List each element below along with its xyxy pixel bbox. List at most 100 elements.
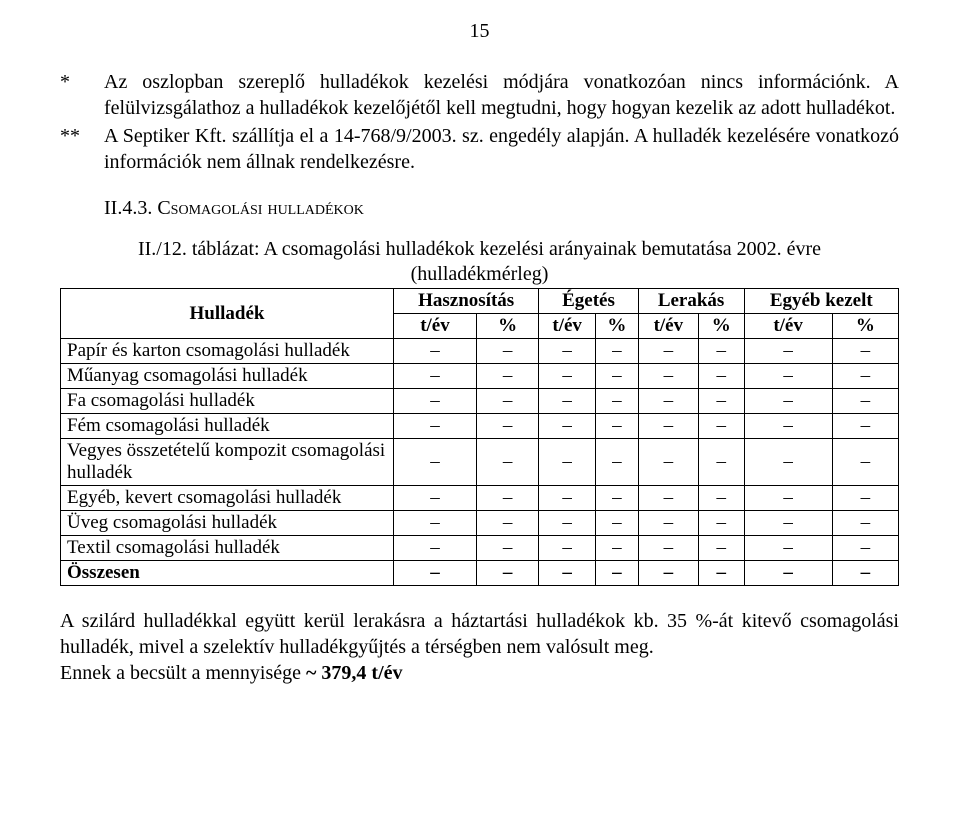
row-label: Műanyag csomagolási hulladék — [61, 364, 394, 389]
table-row: Egyéb, kevert csomagolási hulladék – – –… — [61, 486, 899, 511]
row-label: Papír és karton csomagolási hulladék — [61, 339, 394, 364]
section-heading: II.4.3. Csomagolási hulladékok — [104, 197, 899, 220]
cell: – — [699, 561, 744, 586]
after-p2-prefix: Ennek a becsült a mennyisége — [60, 662, 306, 684]
section-number: II.4.3. — [104, 197, 152, 219]
total-label: Összesen — [61, 561, 394, 586]
after-text: A szilárd hulladékkal együtt kerül lerak… — [60, 608, 899, 686]
cell: – — [476, 339, 538, 364]
cell: – — [476, 536, 538, 561]
cell: – — [539, 414, 596, 439]
row-label: Fa csomagolási hulladék — [61, 389, 394, 414]
col-sub-tev: t/év — [638, 314, 698, 339]
cell: – — [394, 439, 477, 486]
cell: – — [476, 389, 538, 414]
cell: – — [394, 536, 477, 561]
cell: – — [394, 561, 477, 586]
after-paragraph-2: Ennek a becsült a mennyisége ~ 379,4 t/é… — [60, 660, 899, 686]
cell: – — [638, 414, 698, 439]
cell: – — [394, 389, 477, 414]
cell: – — [539, 439, 596, 486]
cell: – — [638, 536, 698, 561]
cell: – — [744, 414, 832, 439]
col-group-egetes: Égetés — [539, 289, 638, 314]
table-row: Textil csomagolási hulladék – – – – – – … — [61, 536, 899, 561]
cell: – — [744, 486, 832, 511]
cell: – — [476, 439, 538, 486]
table-caption-line2: (hulladékmérleg) — [60, 263, 899, 286]
cell: – — [596, 536, 639, 561]
cell: – — [832, 414, 898, 439]
row-label: Vegyes összetételű kompozit csomagolási … — [61, 439, 394, 486]
cell: – — [832, 389, 898, 414]
cell: – — [476, 414, 538, 439]
cell: – — [638, 511, 698, 536]
table-header-row-1: Hulladék Hasznosítás Égetés Lerakás Egyé… — [61, 289, 899, 314]
cell: – — [638, 561, 698, 586]
cell: – — [699, 536, 744, 561]
row-label: Egyéb, kevert csomagolási hulladék — [61, 486, 394, 511]
table-total-row: Összesen – – – – – – – – — [61, 561, 899, 586]
note-text: Az oszlopban szereplő hulladékok kezelés… — [104, 69, 899, 121]
cell: – — [699, 389, 744, 414]
table-row: Fém csomagolási hulladék – – – – – – – – — [61, 414, 899, 439]
cell: – — [699, 414, 744, 439]
note-row: * Az oszlopban szereplő hulladékok kezel… — [60, 69, 899, 121]
cell: – — [539, 511, 596, 536]
cell: – — [539, 389, 596, 414]
cell: – — [596, 364, 639, 389]
col-sub-pct: % — [699, 314, 744, 339]
cell: – — [832, 511, 898, 536]
cell: – — [596, 339, 639, 364]
cell: – — [638, 389, 698, 414]
cell: – — [744, 511, 832, 536]
cell: – — [832, 364, 898, 389]
cell: – — [832, 536, 898, 561]
table-row: Vegyes összetételű kompozit csomagolási … — [61, 439, 899, 486]
cell: – — [744, 561, 832, 586]
cell: – — [476, 561, 538, 586]
cell: – — [699, 511, 744, 536]
cell: – — [699, 339, 744, 364]
cell: – — [476, 511, 538, 536]
section-title: Csomagolási hulladékok — [157, 197, 364, 219]
cell: – — [699, 439, 744, 486]
page-number: 15 — [60, 20, 899, 43]
packaging-waste-table: Hulladék Hasznosítás Égetés Lerakás Egyé… — [60, 288, 899, 586]
cell: – — [638, 339, 698, 364]
cell: – — [699, 364, 744, 389]
cell: – — [744, 364, 832, 389]
cell: – — [699, 486, 744, 511]
note-marker: * — [60, 69, 104, 121]
cell: – — [596, 389, 639, 414]
cell: – — [394, 339, 477, 364]
cell: – — [476, 486, 538, 511]
cell: – — [832, 339, 898, 364]
cell: – — [832, 486, 898, 511]
cell: – — [394, 414, 477, 439]
col-sub-tev: t/év — [394, 314, 477, 339]
cell: – — [596, 414, 639, 439]
col-sub-tev: t/év — [539, 314, 596, 339]
cell: – — [638, 439, 698, 486]
cell: – — [832, 561, 898, 586]
col-group-hasznositas: Hasznosítás — [394, 289, 539, 314]
cell: – — [539, 339, 596, 364]
cell: – — [744, 439, 832, 486]
cell: – — [596, 511, 639, 536]
table-row: Üveg csomagolási hulladék – – – – – – – … — [61, 511, 899, 536]
table-row: Papír és karton csomagolási hulladék – –… — [61, 339, 899, 364]
col-sub-tev: t/év — [744, 314, 832, 339]
after-paragraph-1: A szilárd hulladékkal együtt kerül lerak… — [60, 608, 899, 660]
cell: – — [638, 486, 698, 511]
row-label: Textil csomagolási hulladék — [61, 536, 394, 561]
col-group-egyeb: Egyéb kezelt — [744, 289, 898, 314]
cell: – — [394, 486, 477, 511]
cell: – — [744, 536, 832, 561]
note-row: ** A Septiker Kft. szállítja el a 14-768… — [60, 123, 899, 175]
table-caption-line1: II./12. táblázat: A csomagolási hulladék… — [60, 238, 899, 261]
table-row: Műanyag csomagolási hulladék – – – – – –… — [61, 364, 899, 389]
col-sub-pct: % — [596, 314, 639, 339]
row-label: Üveg csomagolási hulladék — [61, 511, 394, 536]
cell: – — [476, 364, 538, 389]
